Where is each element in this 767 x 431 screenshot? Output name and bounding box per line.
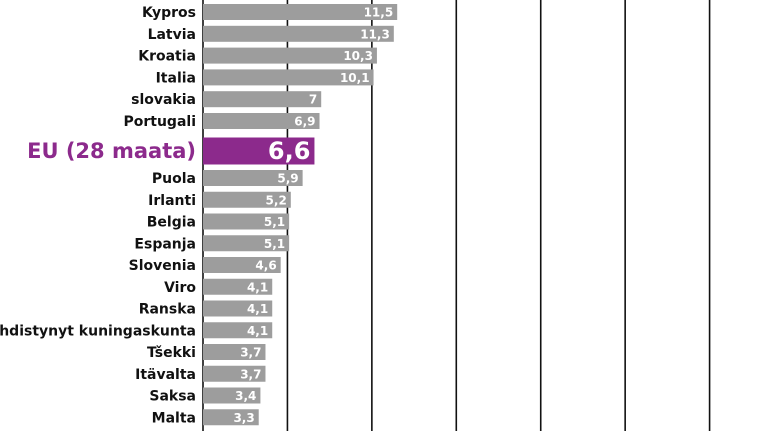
bar: [203, 365, 266, 382]
category-label: Yhdistynyt kuningaskunta: [0, 323, 196, 339]
value-label: 5,2: [266, 193, 287, 207]
value-label: 7: [309, 93, 317, 107]
bar: [203, 300, 273, 317]
category-label: Tšekki: [147, 345, 196, 361]
category-label: slovakia: [131, 92, 196, 108]
category-label: Kroatia: [138, 49, 196, 65]
value-label: 5,1: [264, 237, 285, 251]
value-label: 5,1: [264, 215, 285, 229]
bar: [203, 170, 303, 186]
bar: [203, 344, 266, 360]
category-label: Viro: [164, 280, 196, 296]
category-label: Ranska: [139, 302, 196, 318]
bar: [203, 235, 290, 252]
category-label: Portugali: [123, 114, 196, 130]
bar: [203, 113, 320, 129]
bar: [203, 91, 322, 108]
bar: [203, 278, 273, 295]
value-label: 4,1: [247, 302, 268, 316]
value-label: 3,3: [233, 411, 254, 425]
bar: [203, 25, 394, 42]
category-label: Malta: [152, 410, 196, 426]
bar: [203, 47, 377, 64]
value-label: 3,7: [240, 367, 261, 381]
value-label: 5,9: [277, 172, 298, 186]
value-label: 6,9: [294, 115, 315, 129]
value-label: 11,5: [364, 6, 394, 20]
bar: [203, 191, 291, 208]
value-label: 4,6: [255, 259, 276, 273]
category-label: Saksa: [149, 389, 196, 405]
value-label: 3,7: [240, 346, 261, 360]
value-label: 4,1: [247, 324, 268, 338]
bar: [203, 387, 261, 404]
category-label: Puola: [152, 171, 196, 187]
bar: [203, 322, 273, 339]
bar: [203, 213, 290, 230]
category-label: Espanja: [134, 236, 196, 252]
category-label: Latvia: [148, 27, 196, 43]
bar: [203, 409, 259, 426]
bar: [203, 257, 281, 273]
category-label: Slovenia: [129, 258, 196, 274]
value-label: 10,3: [343, 49, 373, 63]
category-label: Italia: [156, 70, 196, 86]
value-label: 10,1: [340, 71, 370, 85]
bar: [203, 4, 398, 20]
value-label: 4,1: [247, 280, 268, 294]
value-label: 11,3: [360, 27, 390, 41]
bar: [203, 137, 315, 165]
category-label: Itävalta: [135, 367, 196, 383]
category-label: Belgia: [147, 215, 196, 231]
value-label: 3,4: [235, 389, 256, 403]
category-label: Irlanti: [148, 193, 196, 209]
bar: [203, 69, 374, 86]
category-label: Kypros: [142, 5, 196, 21]
value-label: 6,6: [268, 137, 311, 165]
category-label: EU (28 maata): [27, 139, 196, 163]
